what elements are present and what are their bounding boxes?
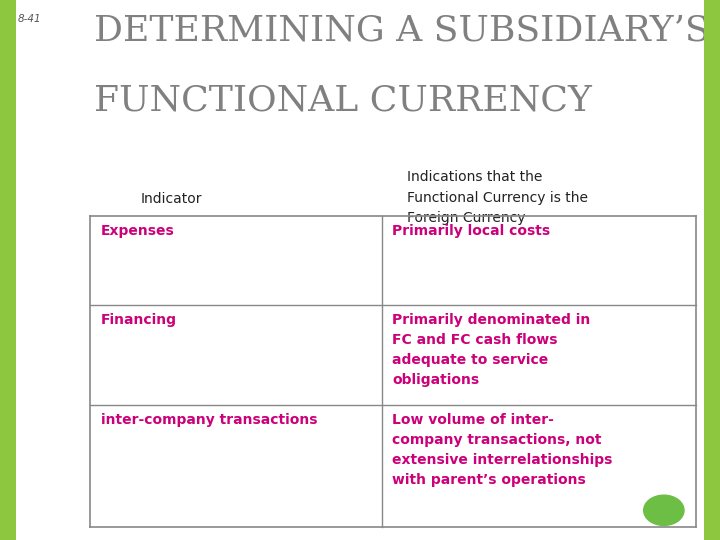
- Bar: [704, 0, 720, 540]
- Text: inter-company transactions: inter-company transactions: [101, 413, 318, 427]
- Circle shape: [644, 495, 684, 525]
- Text: Indicator: Indicator: [140, 192, 202, 206]
- Text: Indications that the
Functional Currency is the
Foreign Currency: Indications that the Functional Currency…: [407, 170, 588, 225]
- Bar: [90, 216, 696, 526]
- Text: 8-41: 8-41: [18, 14, 42, 24]
- Text: Primarily local costs: Primarily local costs: [392, 224, 551, 238]
- Text: DETERMINING A SUBSIDIARY’S: DETERMINING A SUBSIDIARY’S: [94, 14, 709, 48]
- Text: Primarily denominated in
FC and FC cash flows
adequate to service
obligations: Primarily denominated in FC and FC cash …: [392, 313, 590, 387]
- Text: FUNCTIONAL CURRENCY: FUNCTIONAL CURRENCY: [94, 84, 591, 118]
- Text: Low volume of inter-
company transactions, not
extensive interrelationships
with: Low volume of inter- company transaction…: [392, 413, 613, 487]
- Text: Financing: Financing: [101, 313, 177, 327]
- Bar: [0, 0, 16, 540]
- Text: Expenses: Expenses: [101, 224, 174, 238]
